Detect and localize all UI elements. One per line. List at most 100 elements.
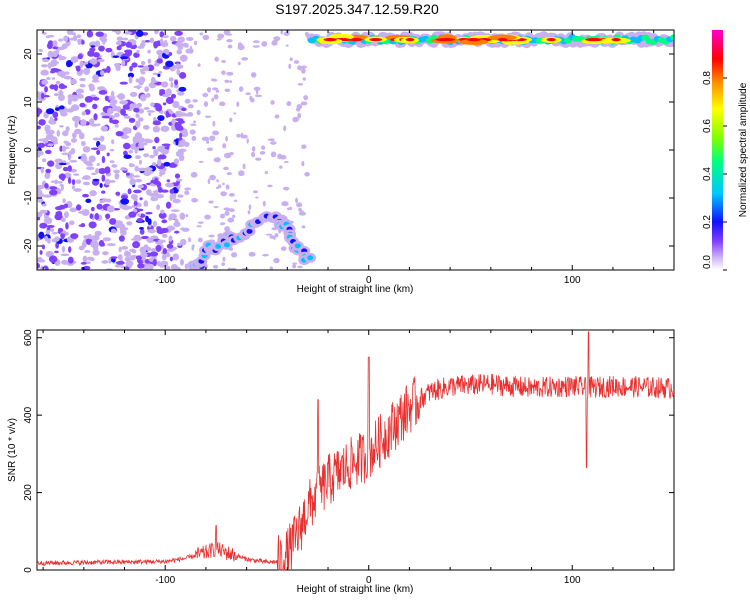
noise-blob [165, 182, 174, 188]
noise-blob [148, 112, 152, 116]
noise-blob [178, 194, 184, 198]
noise-blob [97, 167, 107, 174]
noise-blob [58, 105, 65, 110]
noise-blob [145, 92, 151, 98]
noise-blob [110, 256, 118, 259]
noise-blob [209, 135, 216, 142]
noise-blob [252, 45, 260, 48]
spectrogram-heatmap [37, 30, 674, 270]
noise-blob [292, 264, 297, 269]
noise-blob [77, 53, 83, 60]
noise-blob [70, 147, 76, 155]
noise-blob [222, 182, 225, 186]
noise-blob [44, 124, 51, 133]
noise-blob [115, 40, 122, 46]
noise-blob [115, 260, 125, 265]
noise-blob [101, 155, 106, 164]
noise-blob [175, 41, 184, 48]
spectrogram-y-tick-label: -10 [23, 190, 34, 205]
noise-blob [175, 138, 179, 146]
noise-blob [213, 205, 219, 209]
noise-blob [273, 237, 276, 240]
noise-blob [140, 94, 147, 102]
noise-blob [146, 189, 152, 196]
snr-plot-area [36, 329, 675, 571]
noise-blob [55, 80, 61, 85]
noise-blob [42, 203, 47, 207]
noise-blob [162, 35, 169, 39]
noise-blob [165, 88, 172, 96]
noise-blob [246, 138, 249, 144]
noise-blob [156, 159, 162, 167]
noise-blob [186, 36, 194, 42]
noise-blob [63, 75, 73, 80]
noise-blob [155, 104, 163, 112]
band-peak [497, 38, 508, 42]
noise-blob [125, 260, 134, 267]
noise-blob [170, 81, 174, 88]
track-core [307, 255, 314, 261]
noise-blob [165, 265, 171, 270]
noise-blob [255, 157, 262, 161]
noise-blob [92, 178, 100, 182]
noise-blob [85, 166, 95, 171]
noise-blob [99, 199, 106, 203]
noise-blob [60, 174, 66, 182]
noise-blob [158, 169, 167, 173]
noise-blob [89, 190, 97, 197]
noise-blob [80, 156, 88, 162]
noise-blob [69, 159, 78, 163]
noise-blob [281, 201, 289, 207]
noise-blob [285, 187, 289, 191]
noise-blob [125, 41, 132, 48]
noise-blob [108, 95, 116, 100]
noise-blob [280, 30, 284, 35]
noise-blob [114, 264, 121, 268]
noise-blob [141, 235, 150, 240]
noise-blob [82, 146, 91, 153]
chart-title: S197.2025.347.12.59.R20 [275, 1, 439, 17]
noise-blob [67, 176, 72, 185]
noise-blob [38, 231, 45, 239]
noise-blob [174, 79, 179, 86]
noise-blob [63, 146, 70, 150]
noise-blob [62, 198, 66, 204]
noise-blob [157, 260, 162, 267]
noise-blob [252, 40, 260, 44]
noise-blob [55, 242, 60, 249]
noise-blob [87, 50, 95, 57]
noise-blob [162, 102, 167, 106]
noise-blob [105, 213, 111, 219]
noise-blob [241, 57, 249, 61]
noise-blob [47, 50, 54, 58]
noise-blob [169, 35, 177, 42]
noise-blob [250, 151, 256, 158]
noise-blob [129, 103, 135, 110]
band-peak [435, 38, 456, 42]
noise-blob [49, 228, 55, 232]
noise-blob [173, 158, 180, 165]
noise-blob [298, 207, 302, 212]
noise-blob [222, 143, 227, 149]
noise-blob [70, 37, 74, 41]
noise-blob [169, 188, 175, 194]
noise-blob [248, 251, 256, 257]
noise-blob [87, 233, 92, 240]
noise-blob [71, 178, 76, 186]
noise-blob [112, 55, 119, 59]
noise-blob [137, 117, 144, 122]
noise-blob [128, 149, 134, 154]
noise-blob [157, 145, 166, 152]
noise-blob [93, 113, 98, 121]
noise-blob [61, 245, 66, 253]
noise-blob [114, 172, 120, 180]
noise-blob [97, 86, 106, 91]
noise-blob [273, 257, 280, 264]
noise-blob [48, 186, 58, 190]
noise-blob [39, 209, 48, 214]
snr-series-line [36, 331, 675, 571]
noise-blob [83, 67, 91, 76]
noise-blob [296, 202, 303, 208]
noise-blob [135, 155, 141, 160]
noise-blob [274, 233, 279, 238]
